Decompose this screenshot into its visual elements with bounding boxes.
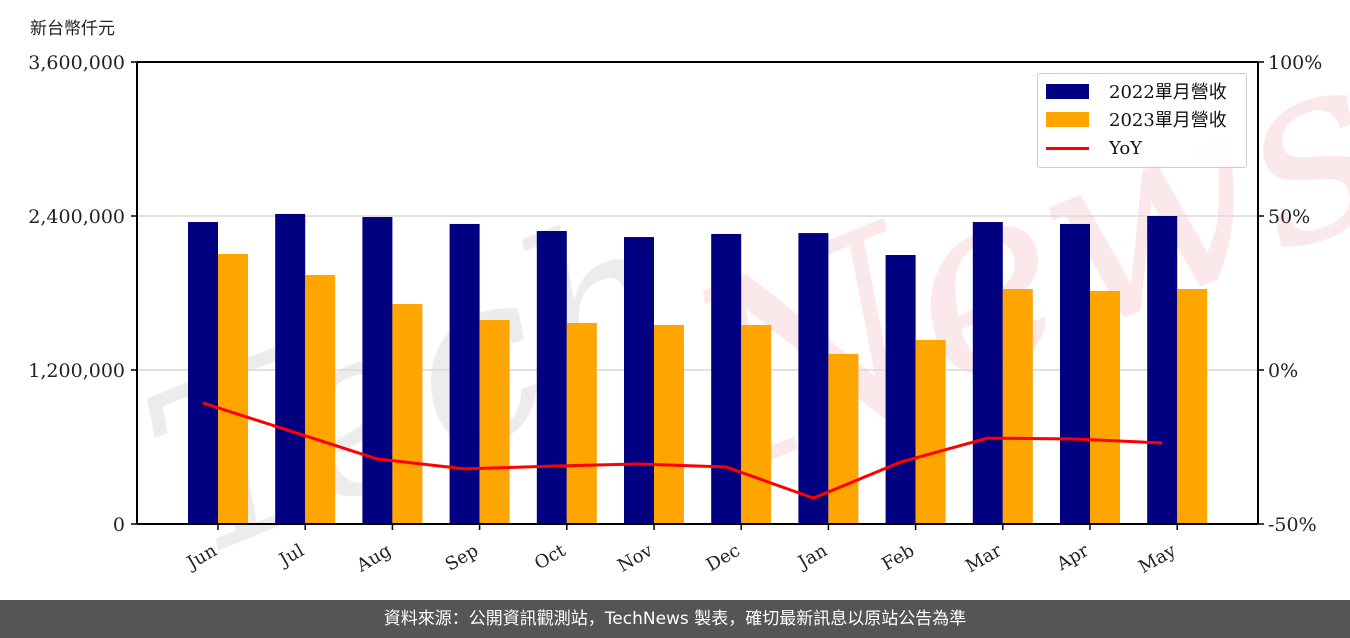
left-tick-label: 3,600,000 xyxy=(28,52,125,74)
legend: 2022單月營收 2023單月營收 YoY xyxy=(1037,73,1247,168)
legend-line-yoy xyxy=(1046,146,1089,150)
x-tick-label: Sep xyxy=(442,540,482,575)
bar-2022-mar xyxy=(972,222,1003,524)
right-tick-label: 0% xyxy=(1268,360,1298,382)
right-tick-label: -50% xyxy=(1268,514,1317,536)
bar-2023-jul xyxy=(305,275,336,524)
legend-item-2023: 2023單月營收 xyxy=(1046,108,1227,131)
bar-2023-mar xyxy=(1002,289,1033,524)
yoy-line xyxy=(202,401,1163,500)
bar-2022-jan xyxy=(798,233,829,524)
bar-2022-sep xyxy=(449,223,480,524)
bar-2022-jul xyxy=(275,213,306,525)
x-tick-label: Feb xyxy=(878,540,918,575)
bar-2023-jan xyxy=(828,353,859,524)
right-tick-label: 100% xyxy=(1268,52,1322,74)
bar-2023-feb xyxy=(915,339,946,524)
bar-2022-oct xyxy=(536,231,567,524)
legend-label-yoy: YoY xyxy=(1109,137,1143,159)
source-text: 資料來源：公開資訊觀測站，TechNews 製表，確切最新訊息以原站公告為準 xyxy=(383,609,967,629)
bar-2022-feb xyxy=(885,255,916,524)
bar-2023-aug xyxy=(392,304,423,524)
x-tick-label: Oct xyxy=(531,540,570,575)
legend-swatch-2023 xyxy=(1046,111,1089,127)
left-tick-label: 2,400,000 xyxy=(28,206,125,228)
bar-2022-apr xyxy=(1060,223,1090,524)
source-footer: 資料來源：公開資訊觀測站，TechNews 製表，確切最新訊息以原站公告為準 xyxy=(0,600,1350,638)
bar-2023-jun xyxy=(218,253,248,524)
legend-swatch-2022 xyxy=(1046,83,1089,99)
x-tick-label: Mar xyxy=(962,540,1006,577)
x-tick-label: Apr xyxy=(1052,540,1092,575)
yoy-polyline xyxy=(202,401,1163,500)
right-tick-label: 50% xyxy=(1268,206,1310,228)
x-tick-label: May xyxy=(1135,540,1180,578)
bar-2023-oct xyxy=(566,323,597,524)
bar-2023-may xyxy=(1177,289,1208,524)
left-tick-label: 0 xyxy=(113,514,125,536)
legend-item-2022: 2022單月營收 xyxy=(1046,80,1227,103)
legend-label-2023: 2023單月營收 xyxy=(1109,110,1227,131)
bar-2023-nov xyxy=(654,324,684,524)
x-tick-label: Dec xyxy=(703,540,744,576)
legend-label-2022: 2022單月營收 xyxy=(1109,82,1227,103)
legend-item-yoy: YoY xyxy=(1046,137,1142,159)
bar-2022-dec xyxy=(711,233,742,524)
bar-2022-nov xyxy=(624,237,654,524)
bar-2023-apr xyxy=(1090,290,1120,524)
y-axis-unit-label: 新台幣仟元 xyxy=(30,19,115,39)
left-tick-label: 1,200,000 xyxy=(28,360,125,382)
bar-2022-jun xyxy=(188,222,218,524)
bar-2023-dec xyxy=(741,324,772,524)
chart-plot: TechNews 01,200,0002,400,0003,600,000-50… xyxy=(28,0,1350,600)
bar-series xyxy=(188,213,1208,525)
bar-2022-aug xyxy=(362,217,393,524)
bar-2023-sep xyxy=(479,319,510,524)
bar-2022-may xyxy=(1147,216,1178,524)
x-tick-label: Nov xyxy=(614,540,657,577)
x-tick-label: Jan xyxy=(793,540,831,574)
